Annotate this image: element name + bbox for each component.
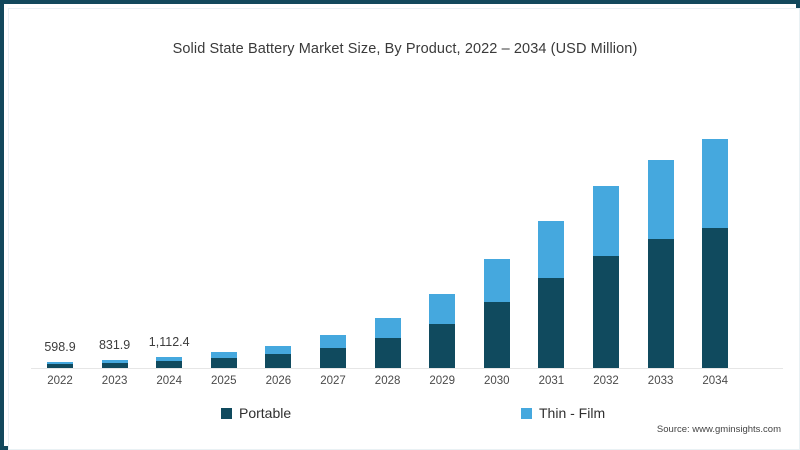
x-axis-tick-2029: 2029 — [429, 375, 455, 387]
chart-legend: Portable Thin - Film — [9, 405, 800, 425]
chart-canvas: Solid State Battery Market Size, By Prod… — [8, 8, 800, 450]
square-swatch-icon — [521, 407, 532, 419]
bar-segment-thin-film[interactable] — [101, 360, 128, 363]
x-axis-tick-2024: 2024 — [156, 375, 182, 387]
x-axis-tick-2034: 2034 — [702, 375, 728, 387]
bar-column-2024[interactable] — [156, 357, 183, 368]
bar-column-2030[interactable] — [483, 259, 510, 368]
bar-column-2028[interactable] — [374, 318, 401, 368]
chart-title: Solid State Battery Market Size, By Prod… — [172, 41, 638, 57]
bar-segment-thin-film[interactable] — [429, 294, 456, 324]
bar-segment-portable[interactable] — [265, 354, 292, 368]
x-axis-tick-2022: 2022 — [47, 375, 73, 387]
bar-column-2023[interactable] — [101, 360, 128, 368]
bar-segment-thin-film[interactable] — [538, 221, 565, 278]
bar-segment-portable[interactable] — [320, 348, 346, 368]
bar-column-2022[interactable] — [47, 362, 73, 368]
bar-segment-portable[interactable] — [47, 364, 73, 368]
x-axis-line — [31, 368, 783, 369]
x-axis-tick-2023: 2023 — [101, 375, 128, 387]
bar-segment-thin-film[interactable] — [483, 259, 510, 302]
bar-column-2031[interactable] — [538, 221, 565, 368]
legend-item-thin-film[interactable]: Thin - Film — [521, 405, 605, 421]
bar-column-2027[interactable] — [320, 335, 346, 368]
bar-column-2029[interactable] — [429, 294, 456, 368]
bar-value-label-2023: 831.9 — [98, 338, 131, 352]
bar-segment-thin-film[interactable] — [265, 346, 292, 354]
x-axis-tick-2031: 2031 — [538, 375, 565, 387]
bar-segment-portable[interactable] — [374, 338, 401, 368]
bar-column-2025[interactable] — [210, 352, 237, 368]
x-axis-tick-2032: 2032 — [593, 375, 619, 387]
bar-value-label-2024: 1,112.4 — [148, 335, 190, 349]
bar-segment-portable[interactable] — [210, 358, 237, 368]
bar-segment-thin-film[interactable] — [593, 186, 619, 256]
bar-segment-thin-film[interactable] — [374, 318, 401, 338]
bar-segment-portable[interactable] — [101, 363, 128, 368]
bar-column-2033[interactable] — [647, 160, 674, 368]
x-axis-tick-2033: 2033 — [647, 375, 674, 387]
x-axis-tick-2030: 2030 — [484, 375, 510, 387]
bar-value-label-2022: 598.9 — [44, 340, 76, 354]
bar-column-2034[interactable] — [702, 139, 729, 368]
x-axis-tick-2025: 2025 — [211, 375, 237, 387]
bar-segment-portable[interactable] — [647, 239, 674, 368]
bar-segment-portable[interactable] — [702, 228, 729, 368]
bar-segment-thin-film[interactable] — [47, 362, 73, 364]
bar-segment-portable[interactable] — [483, 302, 510, 368]
bar-segment-thin-film[interactable] — [702, 139, 729, 228]
legend-item-portable[interactable]: Portable — [221, 405, 291, 421]
source-attribution: Source: www.gminsights.com — [656, 424, 781, 435]
bar-segment-portable[interactable] — [156, 361, 183, 368]
bar-segment-thin-film[interactable] — [320, 335, 346, 348]
bar-column-2032[interactable] — [593, 186, 619, 368]
legend-label: Portable — [239, 405, 292, 421]
x-axis-tick-2027: 2027 — [320, 375, 346, 387]
legend-label: Thin - Film — [539, 405, 606, 421]
bar-column-2026[interactable] — [265, 346, 292, 368]
x-axis-tick-2028: 2028 — [374, 375, 401, 387]
bar-segment-portable[interactable] — [593, 256, 619, 368]
bar-segment-thin-film[interactable] — [210, 352, 237, 358]
bar-segment-thin-film[interactable] — [156, 357, 183, 361]
square-swatch-icon — [221, 407, 232, 419]
bar-segment-thin-film[interactable] — [647, 160, 674, 239]
bar-segment-portable[interactable] — [538, 278, 565, 368]
x-axis-tick-2026: 2026 — [265, 375, 292, 387]
bar-segment-portable[interactable] — [429, 324, 456, 368]
